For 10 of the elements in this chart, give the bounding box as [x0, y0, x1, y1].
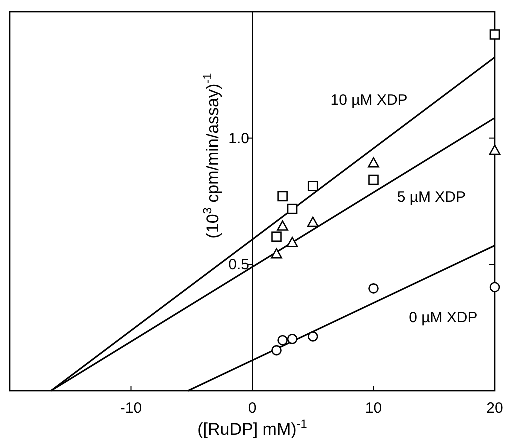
x-tick-label: 10 — [365, 400, 382, 417]
x-tick-label: -10 — [120, 400, 142, 417]
y-tick-label: 0.5 — [228, 256, 250, 274]
x-tick-label: 0 — [248, 400, 257, 417]
x-axis-title: ([RuDP] mM)$^{-1}$ — [198, 417, 308, 439]
x-tick-label: 20 — [486, 400, 504, 417]
series-label: 5 µM XDP — [397, 189, 466, 206]
y-tick-label: 1.0 — [228, 130, 250, 148]
series-label: 0 µM XDP — [409, 309, 478, 326]
series-label: 10 µM XDP — [330, 92, 408, 109]
